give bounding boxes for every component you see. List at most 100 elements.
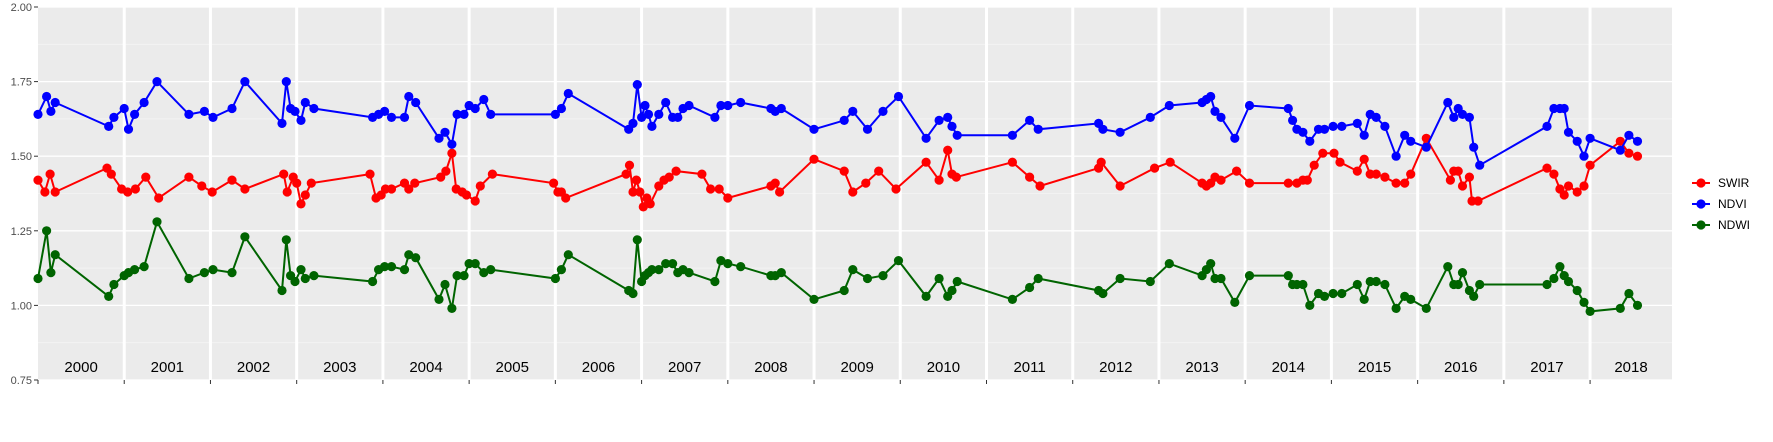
legend-key-point [1696,199,1706,209]
data-point [893,256,904,266]
data-point [1585,306,1595,316]
data-point [1406,169,1416,179]
data-point [1464,112,1474,122]
data-point [447,303,457,313]
data-point [563,88,573,99]
data-point [1164,100,1174,111]
data-point [1400,178,1410,188]
year-label: 2009 [840,359,873,376]
data-point [723,100,733,111]
data-point [550,109,561,119]
data-point [309,271,319,281]
data-point [109,112,119,122]
data-point [1283,271,1293,281]
data-point [839,285,849,296]
data-point [399,265,410,275]
data-point [1298,279,1308,290]
data-point [943,112,953,122]
year-label: 2003 [323,359,356,376]
data-point [487,169,497,179]
data-point [645,199,655,209]
data-point [1283,103,1293,114]
data-point [123,124,134,134]
year-label: 2018 [1614,359,1647,376]
y-tick-label: 1.75 [11,77,32,89]
data-point [861,178,871,188]
data-point [1615,145,1625,155]
data-point [386,112,397,122]
data-point [141,172,151,182]
data-point [874,166,884,176]
data-point [1025,115,1035,125]
data-point [475,181,485,191]
data-point [199,268,209,278]
data-point [1335,157,1345,167]
data-point [290,276,300,287]
year-label: 2000 [64,359,97,376]
data-point [184,273,194,284]
data-point [33,273,43,284]
data-point [306,178,316,188]
data-point [1391,303,1401,313]
data-point [1230,297,1240,307]
data-point [1216,112,1226,122]
data-point [839,115,849,125]
data-point [1572,285,1582,296]
data-point [1352,166,1362,176]
data-point [447,139,457,149]
data-point [281,235,291,245]
data-point [470,259,480,269]
data-point [207,187,217,197]
legend-label: NDVI [1718,197,1747,211]
data-point [434,294,444,304]
year-label: 2017 [1530,359,1563,376]
data-point [479,94,489,105]
data-point [1337,288,1347,299]
data-point [227,268,237,278]
data-point [809,124,819,134]
data-point [106,169,116,179]
data-point [723,259,733,269]
data-point [452,109,462,119]
data-point [1145,112,1155,122]
year-label: 2011 [1013,359,1045,376]
data-point [921,291,931,301]
data-point [1359,154,1369,164]
data-point [697,169,707,179]
data-point [184,172,194,182]
series-line [37,219,1639,313]
data-point [300,273,310,284]
data-point [1475,279,1485,290]
data-point [277,118,287,128]
data-point [104,291,114,301]
data-point [1025,172,1035,182]
data-point [878,271,888,281]
data-point [1210,106,1220,116]
data-point [1624,148,1634,158]
data-point [632,235,642,245]
data-point [1400,130,1410,140]
data-point [1572,136,1582,146]
data-point [1033,124,1043,134]
year-label: 2015 [1358,359,1391,376]
data-point [1542,163,1552,173]
data-point [643,109,654,119]
data-point [1329,148,1339,158]
data-point [1096,157,1106,167]
data-point [50,187,60,197]
y-tick-label: 1.00 [11,300,32,312]
data-point [1352,279,1362,290]
data-point [1457,181,1468,191]
data-point [1352,118,1362,128]
data-point [46,106,56,116]
data-point [1115,273,1125,284]
data-point [300,97,310,108]
data-point [632,80,642,90]
data-point [130,265,140,275]
data-point [1624,130,1634,140]
data-point [1449,112,1459,122]
legend: SWIR NDVI NDWI [1691,173,1750,235]
data-point [710,112,720,122]
data-point [1098,288,1108,299]
data-point [452,271,462,281]
